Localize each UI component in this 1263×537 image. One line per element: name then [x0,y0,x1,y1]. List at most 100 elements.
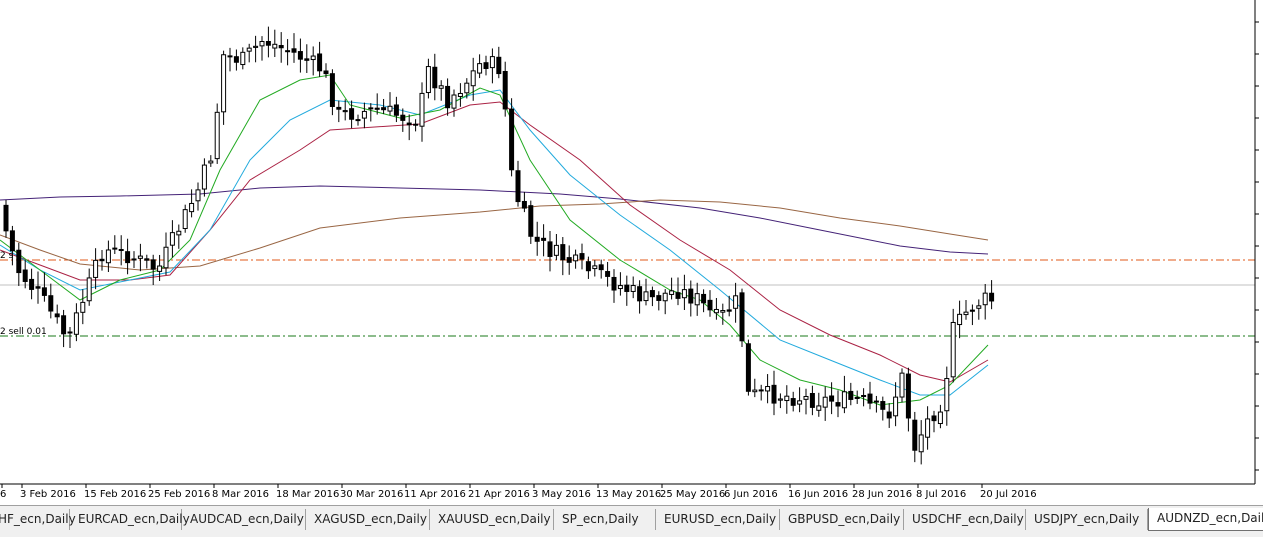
candle-body [925,418,931,438]
candle-body [227,55,233,58]
candle-body [349,108,355,120]
candle-body [41,287,47,296]
candle-body [329,73,335,107]
candle-body [534,236,540,242]
candle-body [374,107,380,110]
candle-body [681,289,687,299]
chart-tab[interactable]: HF_ecn,Daily [0,509,76,530]
candle-body [317,53,323,72]
chart-tab[interactable]: USDJPY_ecn,Daily [1026,509,1148,530]
candle-body [381,107,387,111]
candle-body [189,202,195,213]
date-axis-label: 6 Jun 2016 [724,489,778,500]
date-axis-label: 8 Jul 2016 [916,489,966,500]
chart-tab[interactable]: XAGUSD_ecn,Daily [306,509,430,530]
candle-body [656,295,662,301]
candle-body [48,295,54,312]
candle-body [969,309,975,312]
candle-body [553,244,559,256]
candle-body [125,251,131,264]
candle-body [566,257,572,263]
candle-body [176,230,182,236]
candle-body [16,249,22,274]
candle-body [233,56,239,63]
date-axis-label: 25 Feb 2016 [148,489,210,500]
candle-body [451,94,457,109]
candle-body [22,269,28,282]
candle-body [585,261,591,272]
candle-body [502,70,508,110]
trade-label-1: 2 s [0,251,14,261]
candle-body [304,58,310,61]
chart-tab[interactable]: USDCHF_ecn,Daily [904,509,1026,530]
candle-body [464,82,470,94]
candle-body [918,434,924,453]
candle-body [643,291,649,302]
chart-canvas[interactable]: 6 3 Feb 2016 15 Feb 2016 25 Feb 2016 8 Mar 2… [0,0,1263,505]
candle-body [707,299,713,311]
candle-body [797,400,803,405]
chart-tab[interactable]: EURUSD_ecn,Daily [656,509,780,530]
candle-body [259,41,265,47]
candle-body [835,402,841,407]
candle-body [163,246,169,269]
candle-body [246,47,252,52]
candle-body [765,386,771,392]
candle-body [419,92,425,127]
chart-tab[interactable]: XAUUSD_ecn,Daily [430,509,554,530]
candle-body [713,308,719,314]
candle-body [989,292,995,302]
candle-body [893,396,899,417]
date-axis-label: 30 Mar 2016 [340,489,403,500]
candle-body [848,390,854,400]
candle-body [355,119,361,122]
candle-body [157,265,163,272]
trade-label-2: 2 sell 0.01 [0,327,47,337]
chart-tab[interactable]: GBPUSD_ecn,Daily [780,509,904,530]
candle-body [822,396,828,408]
candle-body [809,392,815,408]
candle-body [630,285,636,292]
candle-body [771,384,777,404]
candle-body [777,398,783,401]
candle-body [67,331,73,334]
candle-body [278,45,284,49]
candle-body [201,164,207,190]
candle-body [336,106,342,110]
candle-body [425,66,431,94]
candle-body [982,292,988,306]
candle-body [758,389,764,392]
chart-tab[interactable]: EURCAD_ecn,Daily [70,509,190,530]
date-axis-label: 3 Feb 2016 [20,489,76,500]
candle-body [393,104,399,116]
candle-body [35,286,41,289]
candle-body [963,311,969,316]
ma-line-brown [0,199,989,271]
price-chart[interactable]: 6 3 Feb 2016 15 Feb 2016 25 Feb 2016 8 Mar 2… [0,0,1263,505]
candle-body [675,292,681,299]
chart-tab[interactable]: SP_ecn,Daily [554,509,656,530]
candle-body [438,85,444,89]
candle-body [400,114,406,121]
candle-body [240,51,246,66]
candle-body [701,293,707,304]
candle-body [944,378,950,412]
candle-body [873,400,879,403]
candle-body [150,259,156,270]
candle-body [861,394,867,397]
candle-body [733,295,739,309]
candle-body [470,70,476,87]
date-axis-label: 21 Apr 2016 [468,489,530,500]
candle-body [3,204,9,232]
candle-body [573,254,579,262]
candle-body [285,50,291,53]
candle-body [867,393,873,404]
chart-tab[interactable]: AUDCAD_ecn,Daily [182,509,306,530]
candle-body [61,315,67,335]
candle-body [720,310,726,313]
candle-body [509,108,515,171]
candle-body [541,237,547,241]
candle-body [752,389,758,393]
candle-body [790,398,796,406]
chart-tab[interactable]: AUDNZD_ecn,Daily [1148,508,1263,531]
